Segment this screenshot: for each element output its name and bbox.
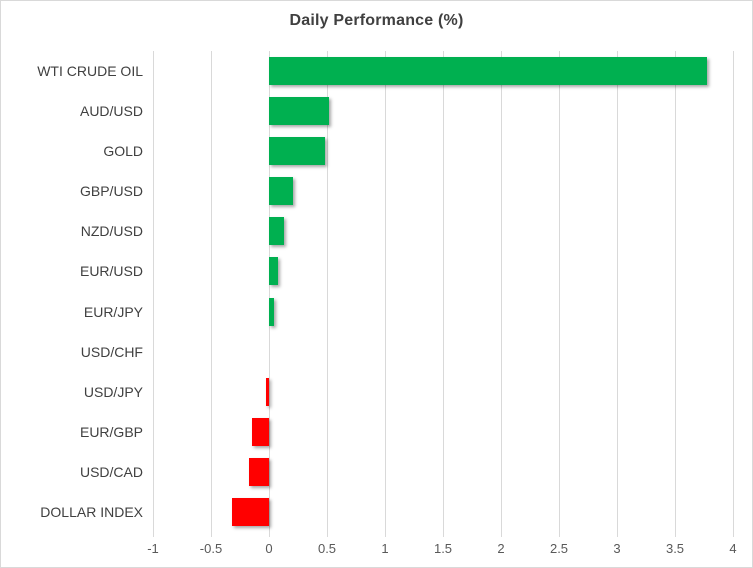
x-tick-label: 0 [265, 541, 273, 556]
bar-positive [269, 217, 285, 246]
gridline [733, 51, 734, 537]
gridline [559, 51, 560, 537]
x-tick-label: -0.5 [199, 541, 223, 556]
category-label: USD/CHF [80, 343, 143, 360]
bar-row [153, 291, 733, 331]
x-tick-label: 4 [729, 541, 737, 556]
bar-positive [269, 177, 294, 206]
category-label: USD/JPY [83, 383, 143, 400]
gridline [327, 51, 328, 537]
x-tick-label: 2 [497, 541, 505, 556]
gridline [385, 51, 386, 537]
x-axis: -1 -0.5 0 0.5 1 1.5 2 2.5 3 3.5 4 [147, 541, 737, 561]
bar-negative [265, 377, 269, 406]
category-label: AUD/USD [79, 103, 143, 120]
bar-positive [269, 257, 279, 286]
bar-row [153, 251, 733, 291]
bar-negative [249, 457, 269, 486]
category-label: EUR/JPY [83, 303, 143, 320]
bar-negative [231, 497, 269, 526]
gridline [211, 51, 212, 537]
x-tick-label: -1 [147, 541, 159, 556]
bar-series [153, 51, 733, 532]
bar-row [153, 332, 733, 372]
bar-row [153, 412, 733, 452]
category-label: EUR/GBP [79, 423, 143, 440]
x-tick-label: 1.5 [433, 541, 453, 556]
bar-row [153, 211, 733, 251]
bar-row [153, 372, 733, 412]
category-label: DOLLAR INDEX [40, 503, 143, 520]
bar-negative [251, 417, 269, 446]
x-tick-label: 0.5 [317, 541, 337, 556]
bar-row [153, 131, 733, 171]
gridline [269, 51, 270, 537]
category-label: USD/CAD [79, 463, 143, 480]
gridline [675, 51, 676, 537]
x-tick-label: 1 [381, 541, 389, 556]
bar-row [153, 492, 733, 532]
category-axis: WTI CRUDE OIL AUD/USD GOLD GBP/USD NZD/USD EU… [1, 51, 143, 532]
gridline [153, 51, 154, 537]
category-label: EUR/USD [79, 263, 143, 280]
bar-positive [269, 297, 274, 326]
bar-row [153, 452, 733, 492]
x-tick-label: 3 [613, 541, 621, 556]
bar-positive [269, 57, 708, 86]
category-label: GBP/USD [79, 183, 143, 200]
bar-row [153, 51, 733, 91]
gridline [501, 51, 502, 537]
gridline [617, 51, 618, 537]
x-tick-label: 3.5 [665, 541, 685, 556]
bar-row [153, 171, 733, 211]
gridline [443, 51, 444, 537]
bar-positive [269, 97, 330, 126]
chart-title: Daily Performance (%) [289, 12, 464, 29]
category-label: WTI CRUDE OIL [37, 63, 143, 80]
bar-row [153, 91, 733, 131]
category-label: GOLD [103, 143, 143, 160]
bar-positive [269, 137, 325, 166]
category-label: NZD/USD [80, 223, 143, 240]
plot-area [153, 51, 734, 537]
x-tick-label: 2.5 [549, 541, 569, 556]
